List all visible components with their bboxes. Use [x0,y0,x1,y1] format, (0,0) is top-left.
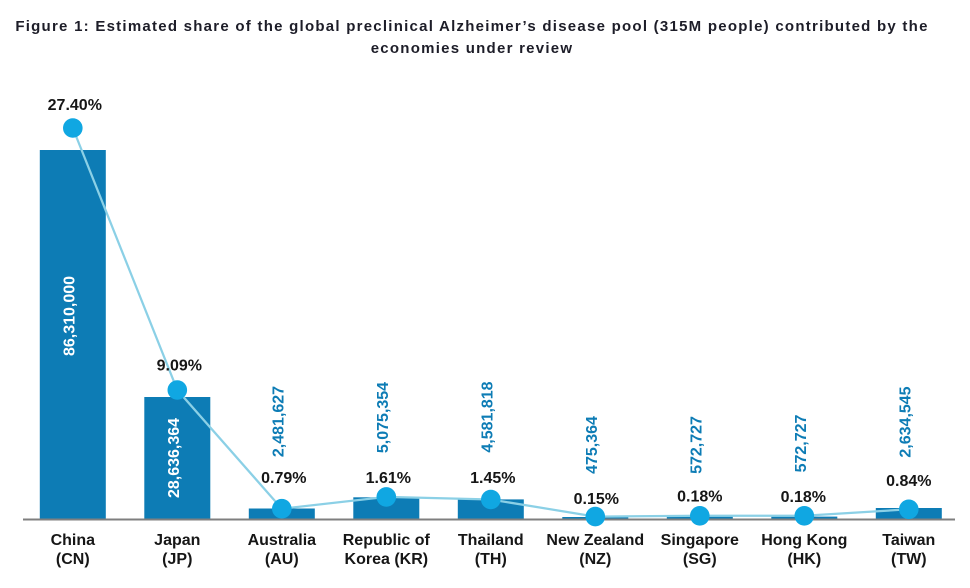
svg-text:Japan: Japan [154,532,200,549]
svg-text:2,634,545: 2,634,545 [897,386,914,457]
svg-text:(JP): (JP) [162,551,192,568]
svg-text:0.15%: 0.15% [574,491,619,508]
svg-text:(HK): (HK) [787,551,821,568]
svg-text:Singapore: Singapore [661,532,739,549]
svg-text:Taiwan: Taiwan [882,532,935,549]
svg-text:(CN): (CN) [56,551,90,568]
svg-text:0.18%: 0.18% [677,489,722,506]
svg-text:5,075,354: 5,075,354 [375,382,392,453]
svg-text:4,581,818: 4,581,818 [479,381,496,452]
svg-text:(TH): (TH) [475,551,507,568]
svg-text:475,364: 475,364 [584,416,601,474]
svg-text:Korea (KR): Korea (KR) [345,551,429,568]
svg-text:1.61%: 1.61% [366,470,411,487]
svg-text:9.09%: 9.09% [157,358,202,375]
svg-text:(SG): (SG) [683,551,717,568]
svg-text:China: China [51,532,96,549]
svg-text:Figure 1: Estimated share of t: Figure 1: Estimated share of the global … [15,18,928,35]
svg-text:(AU): (AU) [265,551,299,568]
svg-text:Australia: Australia [248,532,317,549]
svg-text:New Zealand: New Zealand [546,532,644,549]
svg-text:572,727: 572,727 [793,414,810,472]
svg-text:86,310,000: 86,310,000 [61,276,78,356]
svg-text:Hong Kong: Hong Kong [761,532,847,549]
svg-text:(NZ): (NZ) [579,551,611,568]
svg-text:0.18%: 0.18% [781,489,826,506]
svg-text:Republic of: Republic of [343,532,431,549]
svg-text:28,636,364: 28,636,364 [166,418,183,498]
svg-text:2,481,627: 2,481,627 [270,386,287,457]
svg-text:economies under review: economies under review [371,40,574,57]
svg-text:Thailand: Thailand [458,532,524,549]
svg-text:0.79%: 0.79% [261,470,306,487]
svg-text:27.40%: 27.40% [48,97,102,114]
svg-text:0.84%: 0.84% [886,473,931,490]
svg-text:(TW): (TW) [891,551,927,568]
svg-text:1.45%: 1.45% [470,470,515,487]
svg-text:572,727: 572,727 [688,416,705,474]
